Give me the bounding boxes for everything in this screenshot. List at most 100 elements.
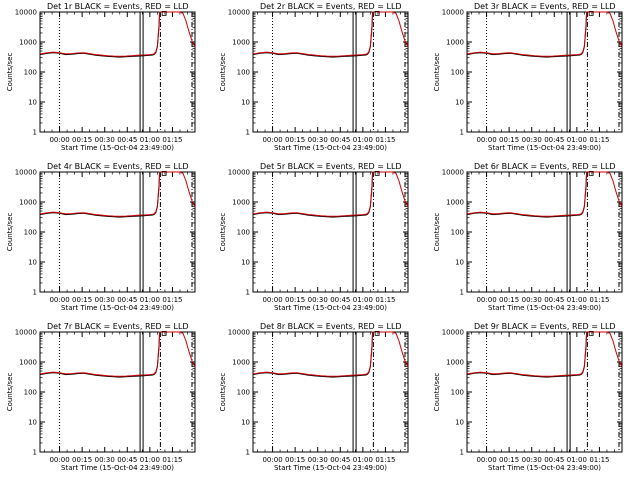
x-tick-label: 00:00 (49, 296, 69, 304)
peak-marker (588, 330, 594, 336)
y-tick-label: 10000 (15, 169, 37, 177)
x-tick-label: 00:00 (49, 456, 69, 464)
x-tick-label: 00:45 (330, 296, 350, 304)
panel-3: Det 3r BLACK = Events, RED = LLD 1 10 100 10… (433, 2, 623, 152)
panel-title: Det 4r BLACK = Events, RED = LLD (47, 162, 189, 171)
series-line-events (39, 331, 161, 378)
plot-frame (466, 171, 623, 293)
x-tick-label: 00:15 (499, 296, 519, 304)
x-tick-label: 00:15 (72, 456, 92, 464)
y-tick-label: 10000 (228, 9, 250, 17)
x-tick-label: 01:00 (140, 136, 160, 144)
y-tick-label: 1000 (19, 199, 37, 207)
y-axis-label: Counts/sec (219, 53, 227, 92)
y-tick-label: 100 (451, 389, 464, 397)
series-line-events (466, 331, 588, 378)
x-tick-label: 01:15 (589, 456, 609, 464)
plot-frame (39, 331, 196, 453)
x-tick-label: 00:30 (522, 136, 542, 144)
x-tick-label: 00:45 (117, 296, 137, 304)
x-tick-label: 00:15 (285, 136, 305, 144)
x-tick-label: 00:15 (285, 456, 305, 464)
peak-marker (588, 170, 594, 176)
panel-title: Det 3r BLACK = Events, RED = LLD (474, 2, 616, 11)
y-tick-label: 10000 (15, 9, 37, 17)
panel-9: Det 9r BLACK = Events, RED = LLD 1 10 100 10… (433, 322, 623, 472)
peak-marker (161, 330, 167, 336)
x-tick-label: 01:15 (589, 136, 609, 144)
y-tick-label: 100 (237, 389, 250, 397)
x-tick-label: 01:15 (375, 136, 395, 144)
series-line-lld (39, 171, 196, 217)
y-tick-label: 100 (451, 69, 464, 77)
series-line-events (39, 171, 161, 218)
panel-title: Det 8r BLACK = Events, RED = LLD (260, 322, 402, 331)
x-axis-label: Start Time (15-Oct-04 23:49:00) (488, 144, 601, 152)
y-tick-label: 10 (455, 419, 464, 427)
panel-6: Det 6r BLACK = Events, RED = LLD 1 10 100 10… (433, 162, 623, 312)
x-tick-label: 00:00 (262, 456, 282, 464)
y-axis-label: Counts/sec (219, 373, 227, 412)
y-tick-label: 1 (246, 129, 250, 137)
x-tick-label: 01:00 (353, 136, 373, 144)
series-line-lld (466, 171, 623, 217)
y-tick-label: 1000 (446, 39, 464, 47)
y-tick-label: 1 (33, 289, 37, 297)
x-tick-label: 01:15 (162, 456, 182, 464)
x-tick-label: 00:00 (476, 136, 496, 144)
series-line-lld (39, 331, 196, 377)
series-line-events (466, 11, 588, 58)
x-tick-label: 00:00 (476, 296, 496, 304)
x-tick-label: 00:30 (522, 296, 542, 304)
y-tick-label: 10 (455, 99, 464, 107)
y-tick-label: 10 (241, 419, 250, 427)
y-tick-label: 100 (24, 229, 37, 237)
panel-title: Det 2r BLACK = Events, RED = LLD (260, 2, 402, 11)
panel-8: Det 8r BLACK = Events, RED = LLD 1 10 100 10… (219, 322, 409, 472)
x-tick-label: 01:00 (353, 456, 373, 464)
x-tick-label: 00:45 (544, 296, 564, 304)
x-tick-label: 00:00 (49, 136, 69, 144)
y-tick-label: 10 (28, 419, 37, 427)
y-tick-label: 1000 (232, 199, 250, 207)
peak-marker (374, 10, 380, 16)
x-tick-label: 00:15 (72, 136, 92, 144)
panel-1: Det 1r BLACK = Events, RED = LLD 1 10 100 10… (6, 2, 196, 152)
x-tick-label: 01:15 (162, 136, 182, 144)
y-tick-label: 100 (24, 389, 37, 397)
x-tick-label: 00:15 (499, 456, 519, 464)
x-tick-label: 01:00 (567, 456, 587, 464)
x-axis-label: Start Time (15-Oct-04 23:49:00) (61, 464, 174, 472)
x-tick-label: 00:30 (522, 456, 542, 464)
x-tick-label: 01:15 (375, 456, 395, 464)
panel-2: Det 2r BLACK = Events, RED = LLD 1 10 100 10… (219, 2, 409, 152)
y-tick-label: 10000 (442, 169, 464, 177)
x-tick-label: 01:00 (567, 136, 587, 144)
y-axis-label: Counts/sec (433, 373, 441, 412)
plot-frame (466, 331, 623, 453)
y-axis-label: Counts/sec (6, 373, 14, 412)
x-tick-label: 00:45 (330, 456, 350, 464)
y-tick-label: 1000 (19, 359, 37, 367)
y-tick-label: 100 (237, 229, 250, 237)
panel-title: Det 5r BLACK = Events, RED = LLD (260, 162, 402, 171)
series-line-lld (39, 11, 196, 57)
plot-frame (39, 11, 196, 133)
y-tick-label: 1 (33, 449, 37, 457)
y-axis-label: Counts/sec (433, 53, 441, 92)
peak-marker (374, 330, 380, 336)
y-axis-label: Counts/sec (433, 213, 441, 252)
series-line-events (252, 331, 374, 378)
y-tick-label: 10000 (442, 329, 464, 337)
series-line-lld (466, 331, 623, 377)
plot-frame (252, 11, 409, 133)
y-tick-label: 10 (28, 99, 37, 107)
plot-frame (252, 171, 409, 293)
y-tick-label: 100 (451, 229, 464, 237)
panel-title: Det 7r BLACK = Events, RED = LLD (47, 322, 189, 331)
x-tick-label: 00:00 (476, 456, 496, 464)
x-tick-label: 01:00 (567, 296, 587, 304)
x-tick-label: 01:00 (140, 296, 160, 304)
peak-marker (161, 170, 167, 176)
y-tick-label: 1000 (19, 39, 37, 47)
